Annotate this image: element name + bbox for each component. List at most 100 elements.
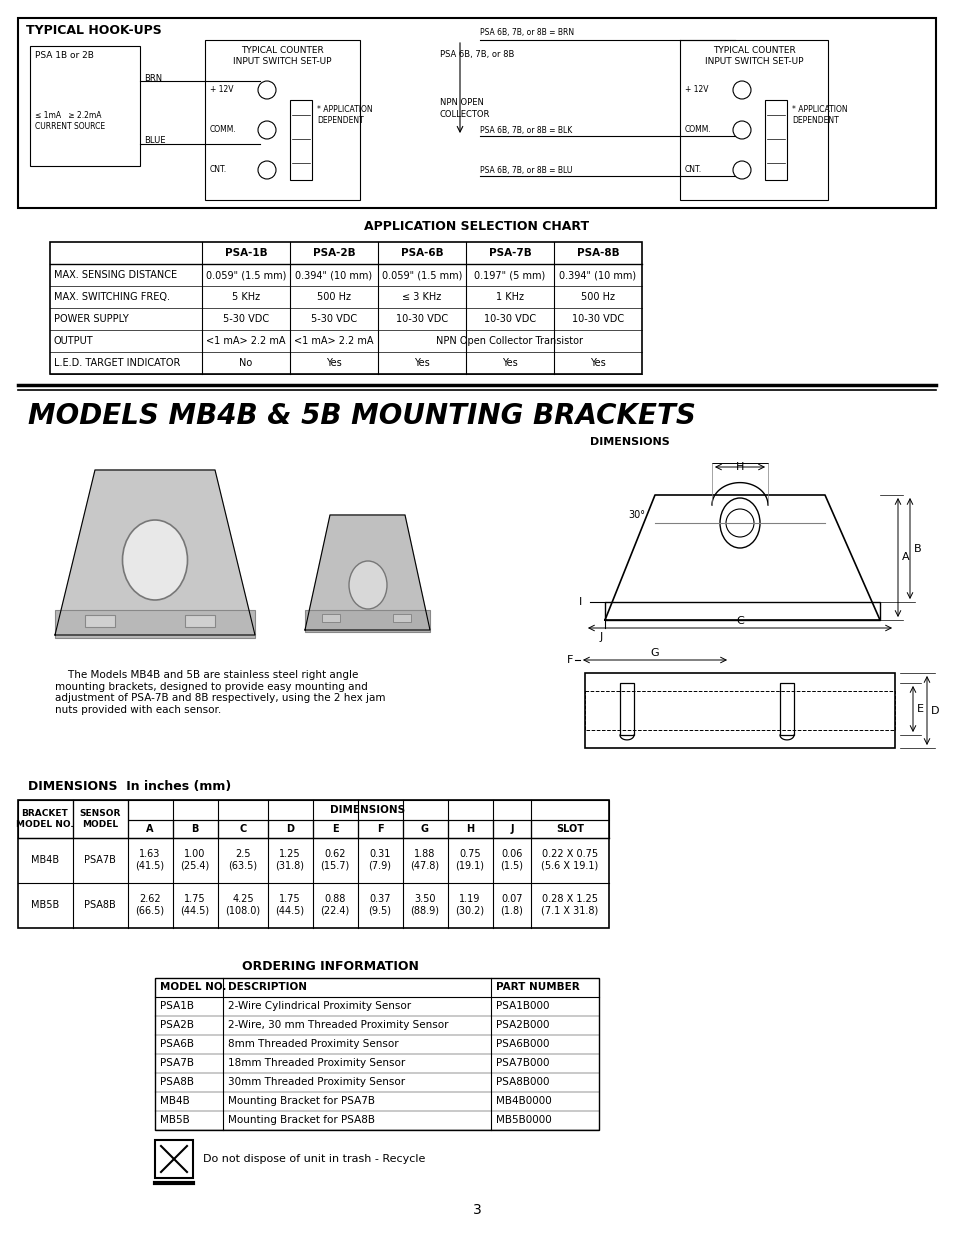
Text: PSA2B000: PSA2B000 bbox=[496, 1020, 549, 1030]
Text: 0.059" (1.5 mm): 0.059" (1.5 mm) bbox=[206, 270, 286, 280]
Bar bbox=[679, 40, 827, 200]
Text: PSA8B: PSA8B bbox=[160, 1077, 193, 1087]
Text: 5-30 VDC: 5-30 VDC bbox=[223, 314, 269, 324]
Text: TYPICAL COUNTER: TYPICAL COUNTER bbox=[712, 46, 795, 56]
Text: B: B bbox=[192, 824, 198, 834]
Text: PART NUMBER: PART NUMBER bbox=[496, 982, 579, 992]
Text: L.E.D. TARGET INDICATOR: L.E.D. TARGET INDICATOR bbox=[54, 358, 180, 368]
Text: PSA-6B: PSA-6B bbox=[400, 248, 443, 258]
Text: + 12V: + 12V bbox=[210, 85, 233, 95]
Text: MAX. SENSING DISTANCE: MAX. SENSING DISTANCE bbox=[54, 270, 177, 280]
Text: 0.75
(19.1): 0.75 (19.1) bbox=[455, 850, 484, 871]
Bar bbox=[18, 800, 608, 927]
Text: COLLECTOR: COLLECTOR bbox=[439, 110, 490, 119]
Bar bbox=[402, 820, 448, 839]
Bar bbox=[493, 820, 531, 839]
Text: F: F bbox=[566, 655, 573, 664]
Bar bbox=[185, 615, 214, 627]
Text: D: D bbox=[286, 824, 294, 834]
Bar bbox=[357, 820, 402, 839]
Polygon shape bbox=[55, 471, 254, 635]
Text: 0.394" (10 mm): 0.394" (10 mm) bbox=[558, 270, 636, 280]
Text: PSA8B: PSA8B bbox=[84, 900, 115, 910]
Text: MB5B: MB5B bbox=[30, 900, 59, 910]
Text: MB5B0000: MB5B0000 bbox=[496, 1115, 551, 1125]
Text: 0.37
(9.5): 0.37 (9.5) bbox=[368, 894, 391, 916]
Text: MB5B: MB5B bbox=[160, 1115, 190, 1125]
Bar bbox=[85, 615, 115, 627]
Text: 0.88
(22.4): 0.88 (22.4) bbox=[320, 894, 349, 916]
Text: E: E bbox=[916, 704, 923, 714]
Text: Yes: Yes bbox=[414, 358, 430, 368]
Text: 0.31
(7.9): 0.31 (7.9) bbox=[368, 850, 391, 871]
Text: A: A bbox=[901, 552, 908, 562]
Bar bbox=[128, 800, 608, 820]
Text: C: C bbox=[239, 824, 247, 834]
Text: 1.88
(47.8): 1.88 (47.8) bbox=[410, 850, 439, 871]
Bar bbox=[393, 614, 411, 622]
Text: 1.75
(44.5): 1.75 (44.5) bbox=[180, 894, 210, 916]
Text: PSA6B: PSA6B bbox=[160, 1039, 193, 1049]
Text: PSA 6B, 7B, or 8B = BLU: PSA 6B, 7B, or 8B = BLU bbox=[479, 165, 572, 175]
Text: ≤ 3 KHz: ≤ 3 KHz bbox=[402, 291, 441, 303]
Text: G: G bbox=[650, 648, 659, 658]
Bar bbox=[584, 673, 894, 748]
Text: MB4B: MB4B bbox=[160, 1095, 190, 1107]
Bar bbox=[154, 1140, 193, 1178]
Text: 2.62
(66.5): 2.62 (66.5) bbox=[135, 894, 164, 916]
Text: BLUE: BLUE bbox=[144, 136, 165, 144]
Text: + 12V: + 12V bbox=[684, 85, 708, 95]
Bar bbox=[128, 820, 172, 839]
Text: ORDERING INFORMATION: ORDERING INFORMATION bbox=[241, 960, 418, 973]
Text: SENSOR
MODEL: SENSOR MODEL bbox=[79, 809, 121, 829]
Text: CNT.: CNT. bbox=[210, 165, 227, 174]
Text: 0.62
(15.7): 0.62 (15.7) bbox=[320, 850, 349, 871]
Text: 0.07
(1.8): 0.07 (1.8) bbox=[500, 894, 523, 916]
Bar bbox=[305, 610, 430, 632]
Bar bbox=[55, 610, 254, 638]
Bar bbox=[448, 820, 493, 839]
Bar bbox=[584, 692, 894, 730]
Text: BRACKET
MODEL NO.: BRACKET MODEL NO. bbox=[16, 809, 73, 829]
Text: DIMENSIONS  In inches (mm): DIMENSIONS In inches (mm) bbox=[28, 781, 231, 793]
Text: MODEL NO.: MODEL NO. bbox=[160, 982, 226, 992]
Text: PSA7B: PSA7B bbox=[160, 1058, 193, 1068]
Text: MODELS MB4B & 5B MOUNTING BRACKETS: MODELS MB4B & 5B MOUNTING BRACKETS bbox=[28, 403, 695, 430]
Text: Yes: Yes bbox=[326, 358, 341, 368]
Text: F: F bbox=[376, 824, 383, 834]
Text: 0.22 X 0.75
(5.6 X 19.1): 0.22 X 0.75 (5.6 X 19.1) bbox=[540, 850, 598, 871]
Ellipse shape bbox=[349, 561, 387, 609]
Bar bbox=[218, 820, 268, 839]
Text: TYPICAL HOOK-UPS: TYPICAL HOOK-UPS bbox=[26, 23, 162, 37]
Text: 4.25
(108.0): 4.25 (108.0) bbox=[225, 894, 260, 916]
Text: CNT.: CNT. bbox=[684, 165, 701, 174]
Text: COMM.: COMM. bbox=[684, 126, 711, 135]
Text: * APPLICATION: * APPLICATION bbox=[316, 105, 373, 114]
Text: DIMENSIONS: DIMENSIONS bbox=[589, 437, 669, 447]
Text: 2-Wire Cylindrical Proximity Sensor: 2-Wire Cylindrical Proximity Sensor bbox=[228, 1002, 411, 1011]
Bar bbox=[764, 100, 786, 180]
Text: 1.75
(44.5): 1.75 (44.5) bbox=[275, 894, 304, 916]
Text: G: G bbox=[420, 824, 429, 834]
Text: 0.197" (5 mm): 0.197" (5 mm) bbox=[474, 270, 545, 280]
Text: PSA6B000: PSA6B000 bbox=[496, 1039, 549, 1049]
Text: Mounting Bracket for PSA7B: Mounting Bracket for PSA7B bbox=[228, 1095, 375, 1107]
Text: 1.63
(41.5): 1.63 (41.5) bbox=[135, 850, 164, 871]
Ellipse shape bbox=[122, 520, 188, 600]
Text: 1 KHz: 1 KHz bbox=[496, 291, 523, 303]
Text: PSA7B000: PSA7B000 bbox=[496, 1058, 549, 1068]
Text: E: E bbox=[332, 824, 338, 834]
Text: 30mm Threaded Proximity Sensor: 30mm Threaded Proximity Sensor bbox=[228, 1077, 405, 1087]
Text: 8mm Threaded Proximity Sensor: 8mm Threaded Proximity Sensor bbox=[228, 1039, 398, 1049]
Text: TYPICAL COUNTER: TYPICAL COUNTER bbox=[240, 46, 323, 56]
Text: PSA 1B or 2B: PSA 1B or 2B bbox=[35, 51, 93, 61]
Text: 10-30 VDC: 10-30 VDC bbox=[395, 314, 448, 324]
Text: INPUT SWITCH SET-UP: INPUT SWITCH SET-UP bbox=[233, 57, 331, 65]
Text: MB4B0000: MB4B0000 bbox=[496, 1095, 551, 1107]
Text: PSA-7B: PSA-7B bbox=[488, 248, 531, 258]
Bar bbox=[172, 820, 218, 839]
Text: <1 mA> 2.2 mA: <1 mA> 2.2 mA bbox=[206, 336, 286, 346]
Text: PSA-1B: PSA-1B bbox=[225, 248, 267, 258]
Text: 5-30 VDC: 5-30 VDC bbox=[311, 314, 356, 324]
Bar bbox=[50, 242, 641, 374]
